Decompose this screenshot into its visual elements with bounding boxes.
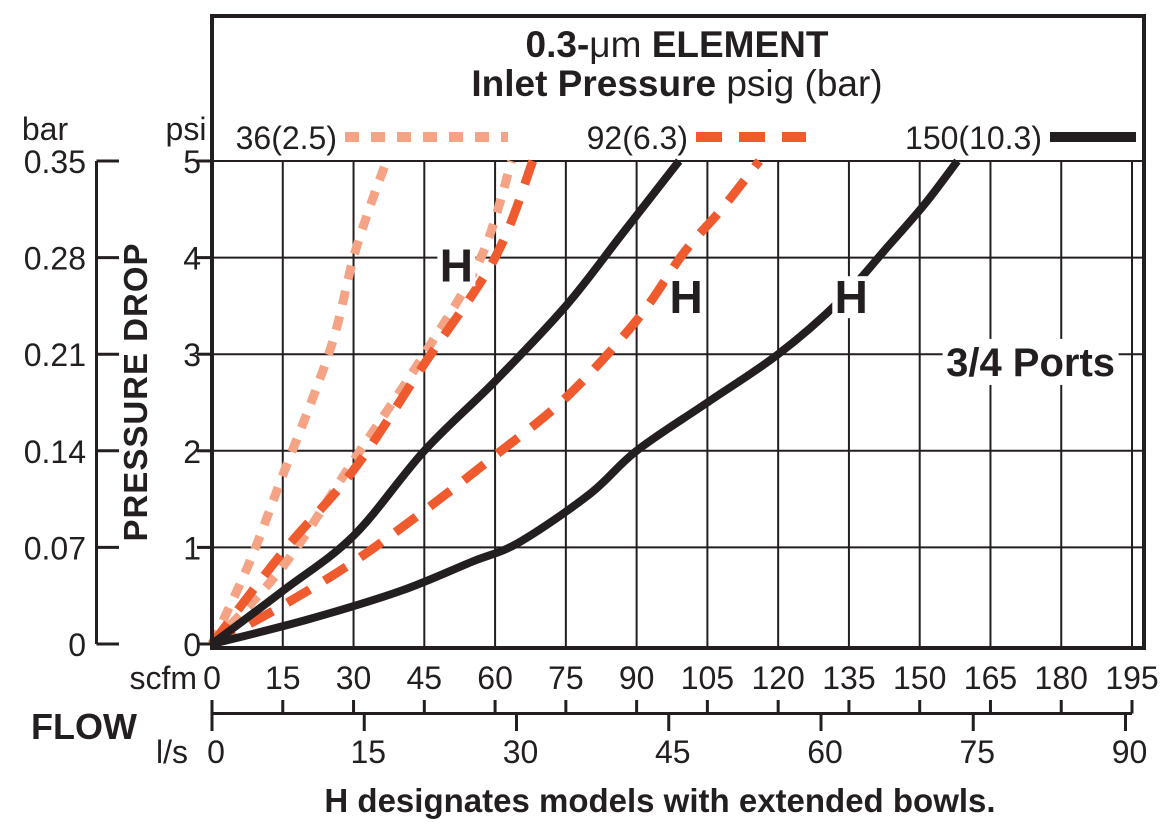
ls-tick-label: 75 bbox=[959, 734, 995, 770]
bar-axis: 0.35 0.28 0.21 0.14 0.07 0 bbox=[24, 144, 119, 663]
psi-tick-label: 3 bbox=[183, 337, 201, 373]
curve-annotations: H H H 3/4 Ports bbox=[437, 239, 1119, 385]
scfm-tick-label: 15 bbox=[265, 660, 301, 696]
h-model-label: H bbox=[670, 271, 703, 323]
psi-tick-label: 5 bbox=[183, 144, 201, 180]
psi-tick-label: 0 bbox=[183, 627, 201, 663]
bar-tick-label: 0 bbox=[68, 627, 86, 663]
chart-title-line1: 0.3-μm ELEMENT bbox=[526, 24, 829, 65]
scfm-tick-labels: 0 15 30 45 60 75 90 105 120 135 150 165 180 195 bbox=[203, 660, 1159, 696]
bar-tick-label: 0.28 bbox=[24, 241, 86, 277]
psi-tick-label: 1 bbox=[183, 530, 201, 566]
ls-tick-label: 30 bbox=[503, 734, 539, 770]
grid-lines bbox=[212, 160, 1144, 648]
scfm-tick-label: 60 bbox=[477, 660, 513, 696]
legend-label-926.3: 92(6.3) bbox=[587, 120, 688, 156]
title-bold-prefix: 0.3- bbox=[526, 24, 590, 65]
footnote-caption: H designates models with extended bowls. bbox=[324, 782, 995, 819]
curve-150-10-3-h bbox=[211, 158, 961, 648]
x-axis-title: FLOW bbox=[31, 706, 137, 747]
scfm-tick-label: 180 bbox=[1035, 660, 1088, 696]
bar-tick-label: 0.07 bbox=[24, 530, 86, 566]
ls-ruler: 0 15 30 45 60 75 90 bbox=[207, 700, 1147, 770]
legend-label-15010.3: 150(10.3) bbox=[905, 120, 1042, 156]
curve-92-6-3-standard bbox=[208, 159, 538, 647]
legend: 36(2.5) 92(6.3) 150(10.3) bbox=[236, 120, 1136, 156]
ls-tick-label: 15 bbox=[350, 734, 386, 770]
scfm-tick-label: 135 bbox=[822, 660, 875, 696]
psi-tick-label: 4 bbox=[183, 241, 201, 277]
curve-36-2-5-standard bbox=[207, 159, 391, 646]
scfm-tick-label: 75 bbox=[548, 660, 584, 696]
psi-tick-label: 2 bbox=[183, 434, 201, 470]
h-label-backdrop bbox=[832, 276, 871, 319]
ports-label-backdrop bbox=[942, 338, 1119, 385]
scfm-tick-label: 105 bbox=[681, 660, 734, 696]
ports-size-label: 3/4 Ports bbox=[946, 341, 1115, 385]
h-model-label: H bbox=[440, 239, 473, 291]
bar-tick-label: 0.21 bbox=[24, 337, 86, 373]
scfm-tick-label: 0 bbox=[203, 660, 221, 696]
title-micron-unit: μm bbox=[589, 24, 641, 65]
ls-tick-label: 0 bbox=[207, 734, 225, 770]
ls-tick-label: 90 bbox=[1112, 734, 1148, 770]
psi-tick-labels: 5 4 3 2 1 0 bbox=[183, 144, 211, 663]
ls-tick-label: 60 bbox=[807, 734, 843, 770]
plot-border-rect bbox=[210, 14, 1146, 650]
scfm-tick-label: 150 bbox=[893, 660, 946, 696]
y-axis-title: PRESSURE DROP bbox=[117, 242, 154, 541]
ls-tick-label: 45 bbox=[655, 734, 691, 770]
bar-axis-unit-label: bar bbox=[22, 111, 69, 147]
h-label-backdrop bbox=[437, 244, 476, 287]
scfm-tick-label: 90 bbox=[619, 660, 655, 696]
scfm-tick-label: 30 bbox=[336, 660, 372, 696]
ls-axis-unit-label: l/s bbox=[156, 734, 188, 770]
curve-36-2-5-h bbox=[208, 159, 516, 648]
title-inlet-pressure: Inlet Pressure bbox=[471, 63, 716, 104]
scfm-tick-label: 120 bbox=[751, 660, 804, 696]
curve-150-10-3-standard bbox=[209, 158, 683, 648]
plot-border bbox=[210, 14, 1146, 650]
series-curves bbox=[207, 158, 961, 648]
bar-tick-label: 0.35 bbox=[24, 144, 86, 180]
title-bold-suffix: ELEMENT bbox=[641, 24, 828, 65]
legend-label-362.5: 36(2.5) bbox=[236, 120, 337, 156]
h-label-backdrop bbox=[667, 276, 706, 319]
bar-tick-label: 0.14 bbox=[24, 434, 86, 470]
psi-axis-unit-label: psi bbox=[166, 111, 207, 147]
scfm-tick-label: 45 bbox=[407, 660, 443, 696]
chart-title-line2: Inlet Pressure psig (bar) bbox=[471, 63, 882, 104]
title-psig-bar: psig (bar) bbox=[716, 63, 883, 104]
scfm-tick-label: 195 bbox=[1105, 660, 1158, 696]
scfm-axis-unit-label: scfm bbox=[129, 660, 197, 696]
scfm-tick-label: 165 bbox=[964, 660, 1017, 696]
h-model-label: H bbox=[835, 271, 868, 323]
